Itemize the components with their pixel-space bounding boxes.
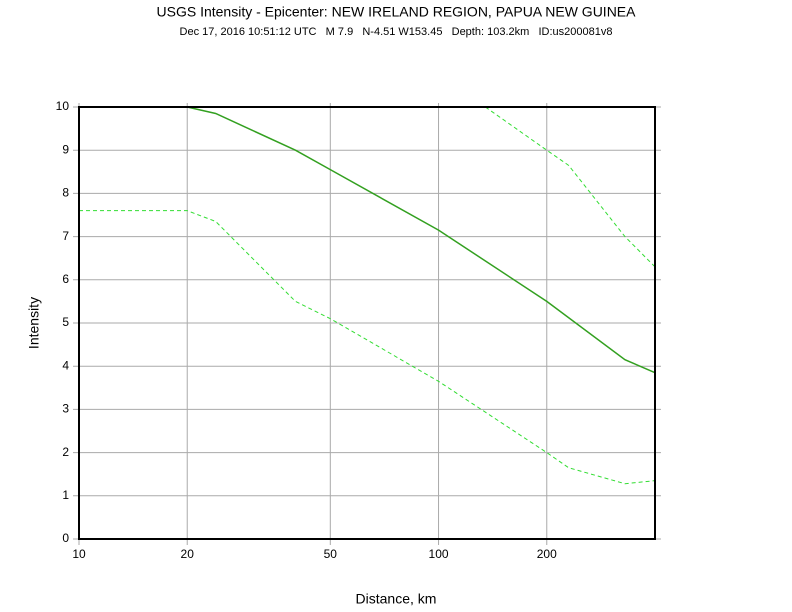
y-tick-label: 6 [62,272,69,286]
y-tick-label: 10 [56,99,70,113]
y-tick-label: 5 [62,315,69,329]
x-tick-label: 100 [429,547,449,561]
plot-frame [78,106,656,540]
y-tick-label: 9 [62,142,69,156]
y-axis-label: Intensity [26,297,42,349]
y-tick-label: 4 [62,358,69,372]
chart-subtitle: Dec 17, 2016 10:51:12 UTC M 7.9 N-4.51 W… [180,26,613,38]
y-tick-label: 0 [62,531,69,545]
y-tick-label: 1 [62,488,69,502]
x-tick-label: 200 [537,547,557,561]
x-tick-label: 50 [324,547,338,561]
y-tick-label: 3 [62,402,69,416]
series-line [485,106,656,268]
x-tick-label: 20 [181,547,195,561]
series-line [79,210,656,485]
chart-title: USGS Intensity - Epicenter: NEW IRELAND … [157,4,637,20]
y-tick-label: 2 [62,445,69,459]
x-axis-label: Distance, km [356,591,437,607]
x-tick-label: 10 [72,547,86,561]
y-tick-label: 8 [62,186,69,200]
y-tick-label: 7 [62,229,69,243]
series-line [79,106,656,374]
